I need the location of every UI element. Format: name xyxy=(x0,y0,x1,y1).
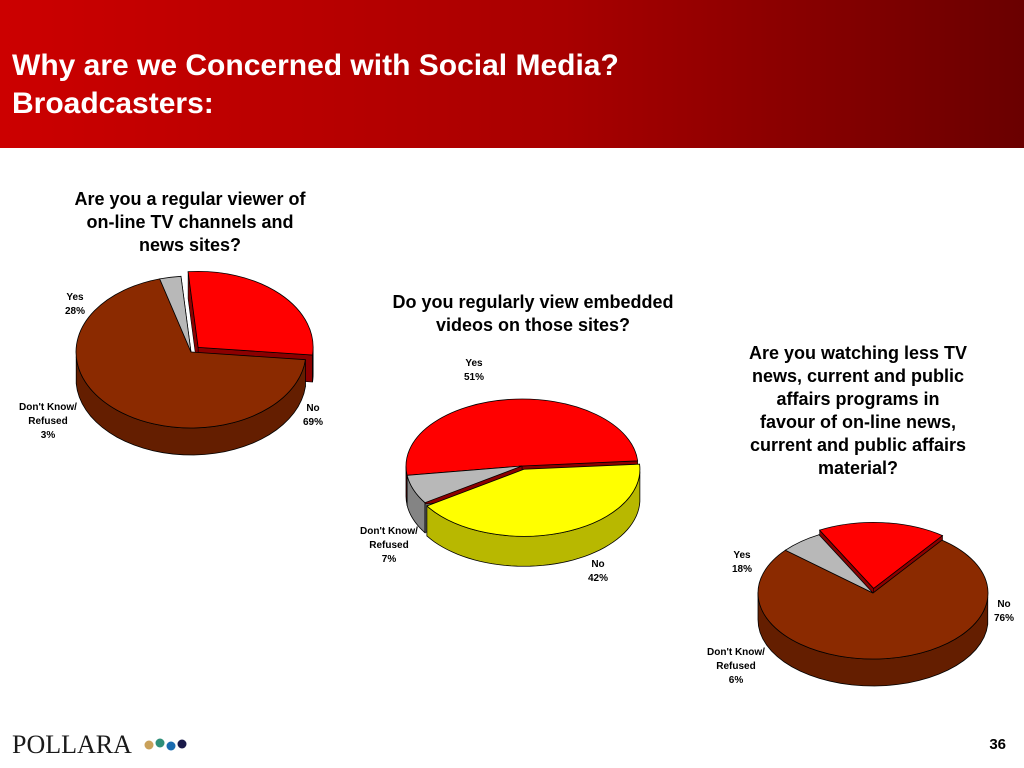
chart-2-dont-know-label: Don't Know/ Refused 7% xyxy=(354,525,424,567)
chart-3-question-line: Are you watching less TV xyxy=(748,343,968,363)
chart-2-question-line: Do you regularly view embedded xyxy=(392,292,674,312)
slice-label: No xyxy=(591,559,605,570)
chart-3-question-line: current and public affairs xyxy=(749,435,967,455)
pie-slice xyxy=(426,463,641,537)
chart-3-question-line: favour of on-line news, xyxy=(759,412,956,432)
pie-slice xyxy=(784,534,874,594)
slice-label: Yes xyxy=(733,550,751,561)
chart-2-question-line: videos on those sites? xyxy=(435,315,631,335)
pollara-logo: POLLARA xyxy=(12,730,132,759)
chart-1-question: Are you a regular viewer of on-line TV c… xyxy=(40,188,340,257)
chart-1-yes-label: Yes 28% xyxy=(55,291,95,319)
pie-slice xyxy=(75,278,306,429)
chart-1-no-label: No 69% xyxy=(295,402,331,430)
chart-3-question-line: news, current and public xyxy=(751,366,965,386)
chart-1-question-line: on-line TV channels and xyxy=(86,212,294,232)
logo-dot xyxy=(177,739,187,749)
slice-label: Refused xyxy=(28,416,68,427)
slice-label: Don't Know/ xyxy=(360,526,418,537)
chart-3-dont-know-label: Don't Know/ Refused 6% xyxy=(701,646,771,688)
logo-dot xyxy=(144,740,154,750)
pie-slice xyxy=(159,275,192,353)
slice-label: Refused xyxy=(369,540,409,551)
slice-label: No xyxy=(306,403,320,414)
chart-1-question-line: news sites? xyxy=(138,235,242,255)
slice-value: 76% xyxy=(993,613,1014,624)
slice-value: 6% xyxy=(728,675,744,686)
slice-value: 7% xyxy=(381,554,397,565)
slice-label: Yes xyxy=(465,358,483,369)
chart-3-yes-label: Yes 18% xyxy=(722,549,762,577)
slice-value: 51% xyxy=(463,372,484,383)
page-number: 36 xyxy=(989,736,1006,753)
pie-slice xyxy=(818,522,944,589)
logo-dot xyxy=(155,738,165,748)
slice-label: Don't Know/ xyxy=(19,402,77,413)
slide-title-line-1: Why are we Concerned with Social Media? xyxy=(12,49,619,82)
slice-value: 69% xyxy=(302,417,323,428)
chart-1-dont-know-label: Don't Know/ Refused 3% xyxy=(13,401,83,443)
chart-2-no-label: No 42% xyxy=(580,558,616,586)
chart-3-question-line: material? xyxy=(817,458,899,478)
chart-2-question: Do you regularly view embedded videos on… xyxy=(368,291,698,337)
chart-3-question: Are you watching less TV news, current a… xyxy=(718,342,998,480)
chart-2-yes-label: Yes 51% xyxy=(454,357,494,385)
slice-label: No xyxy=(997,599,1011,610)
chart-1-question-line: Are you a regular viewer of xyxy=(74,189,306,209)
logo-dots-icon xyxy=(144,738,187,751)
logo-dot xyxy=(166,741,176,751)
slice-value: 42% xyxy=(587,573,608,584)
chart-3-no-label: No 76% xyxy=(986,598,1022,626)
pie-slice xyxy=(757,539,989,660)
pie-slice xyxy=(406,465,523,504)
slice-value: 28% xyxy=(64,306,85,317)
slice-value: 18% xyxy=(731,564,752,575)
chart-3-question-line: affairs programs in xyxy=(776,389,940,409)
slice-value: 3% xyxy=(40,430,56,441)
slice-label: Yes xyxy=(66,292,84,303)
title-banner: Why are we Concerned with Social Media? … xyxy=(0,0,1024,148)
slide-title-line-2: Broadcasters: xyxy=(12,87,214,120)
slice-label: Refused xyxy=(716,661,756,672)
pie-slice xyxy=(405,398,639,476)
slice-label: Don't Know/ xyxy=(707,647,765,658)
pie-slice xyxy=(187,270,314,356)
